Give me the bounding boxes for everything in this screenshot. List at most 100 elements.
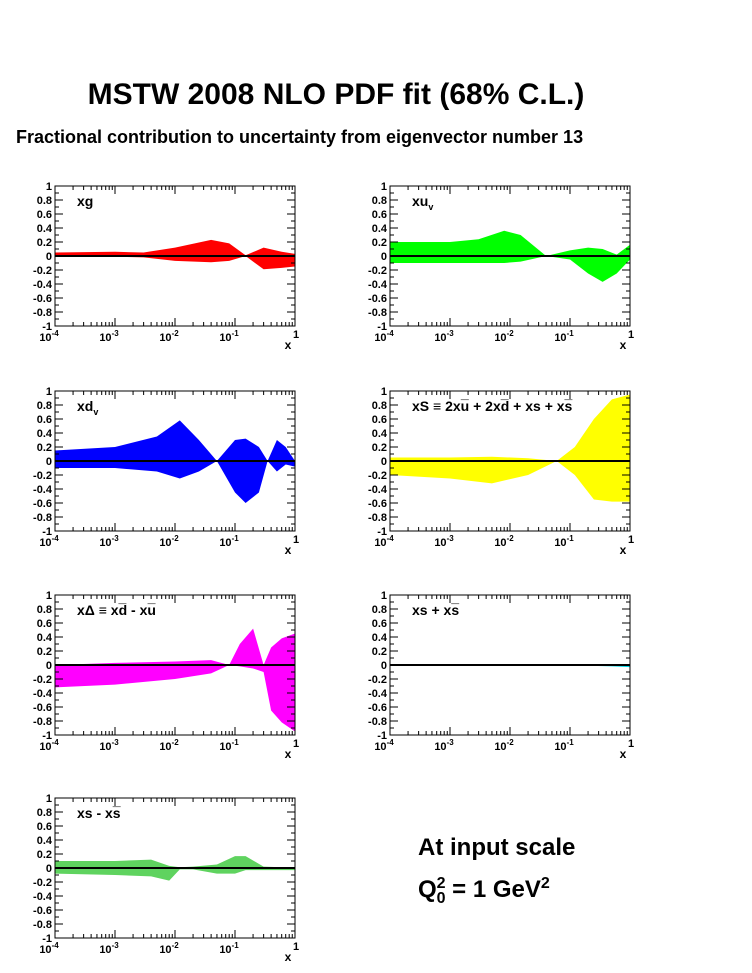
y-tick-label: 0.2 — [37, 442, 52, 454]
note-q: Q — [418, 876, 437, 903]
x-tick-exponent: -2 — [172, 329, 180, 338]
y-tick-label: -1 — [377, 321, 387, 333]
y-tick-label: 1 — [381, 181, 387, 193]
series-label: xS ≡ 2xu̅ + 2xd̅ + xs + xs̅ — [412, 398, 573, 414]
x-axis-label: x — [620, 747, 627, 761]
y-tick-label: -0.4 — [33, 688, 53, 700]
x-tick-label: 10-4 — [374, 329, 394, 344]
x-tick-label: 10-1 — [554, 329, 574, 344]
y-tick-label: -0.2 — [33, 265, 52, 277]
y-tick-label: -0.6 — [368, 498, 387, 510]
y-tick-label: -0.2 — [368, 265, 387, 277]
x-tick-label: 1 — [293, 329, 299, 341]
series-label-sub: v — [428, 202, 433, 212]
y-tick-label: 0 — [46, 251, 52, 263]
chart-panel-xDelta: -1 -0.8 -0.6 -0.4 -0.2 0 0.2 0.4 0.6 0.8 1 10-4 10-3… — [33, 590, 299, 761]
x-tick-exponent: -4 — [52, 738, 60, 747]
y-tick-label: 0.6 — [37, 821, 52, 833]
x-tick-exponent: -3 — [112, 941, 120, 950]
x-tick-exponent: -4 — [387, 534, 395, 543]
x-tick-exponent: -1 — [567, 534, 575, 543]
y-tick-label: -0.6 — [33, 702, 52, 714]
y-tick-label: 0.2 — [372, 442, 387, 454]
x-tick-exponent: -1 — [567, 329, 575, 338]
y-tick-label: -0.8 — [368, 716, 387, 728]
x-tick-label: 10-2 — [159, 329, 179, 344]
y-tick-label: 0 — [46, 660, 52, 672]
x-tick-exponent: -2 — [172, 534, 180, 543]
x-tick-exponent: -4 — [387, 738, 395, 747]
x-tick-label: 10-4 — [374, 534, 394, 549]
x-tick-exponent: -3 — [447, 534, 455, 543]
x-tick-exponent: -3 — [447, 329, 455, 338]
main-title: MSTW 2008 NLO PDF fit (68% C.L.) — [87, 78, 585, 111]
y-tick-label: 0.8 — [37, 400, 52, 412]
x-tick-exponent: -4 — [52, 941, 60, 950]
x-tick-exponent: -4 — [52, 329, 60, 338]
y-tick-label: 0 — [381, 456, 387, 468]
y-tick-label: 0.4 — [37, 835, 53, 847]
y-tick-label: -0.2 — [33, 877, 52, 889]
y-tick-label: 1 — [381, 386, 387, 398]
x-tick-label: 10-4 — [39, 941, 59, 956]
y-tick-label: 1 — [46, 181, 52, 193]
x-tick-label: 10-1 — [219, 534, 239, 549]
series-label: xΔ ≡ xd̅ - xu̅ — [77, 602, 156, 618]
x-tick-label: 10-4 — [39, 329, 59, 344]
y-tick-label: 0.2 — [37, 849, 52, 861]
x-tick-exponent: -2 — [507, 329, 515, 338]
x-tick-label: 10-1 — [219, 738, 239, 753]
y-tick-label: 0.4 — [37, 632, 53, 644]
chart-panel-xs-minus: -1 -0.8 -0.6 -0.4 -0.2 0 0.2 0.4 0.6 0.8 1 10-4 10-3… — [33, 793, 299, 964]
chart-panel-xg: -1 -0.8 -0.6 -0.4 -0.2 0 0.2 0.4 0.6 0.8 1 10-4 10-3… — [33, 181, 299, 352]
y-tick-label: -0.4 — [368, 688, 388, 700]
chart-panel-xuv: -1 -0.8 -0.6 -0.4 -0.2 0 0.2 0.4 0.6 0.8 1 10-4 10-3… — [368, 181, 634, 352]
y-tick-label: 0.4 — [372, 428, 388, 440]
x-tick-exponent: -2 — [507, 738, 515, 747]
x-tick-label: 10-2 — [494, 738, 514, 753]
y-tick-label: 0.2 — [37, 237, 52, 249]
y-tick-label: -0.6 — [33, 905, 52, 917]
y-tick-label: -0.8 — [33, 716, 52, 728]
x-tick-label: 10-3 — [434, 534, 454, 549]
y-tick-label: -0.8 — [33, 307, 52, 319]
y-tick-label: 0.6 — [37, 618, 52, 630]
x-tick-exponent: -1 — [232, 941, 240, 950]
y-tick-label: 0 — [46, 456, 52, 468]
chart-panel-xdv: -1 -0.8 -0.6 -0.4 -0.2 0 0.2 0.4 0.6 0.8 1 10-4 10-3… — [33, 386, 299, 557]
x-axis-label: x — [285, 338, 292, 352]
x-tick-label: 10-3 — [99, 941, 119, 956]
x-tick-label: 10-2 — [494, 329, 514, 344]
y-tick-label: -0.4 — [33, 484, 53, 496]
y-tick-label: 0.6 — [372, 618, 387, 630]
note-sup: 2 — [436, 875, 446, 892]
y-tick-label: 0.6 — [37, 414, 52, 426]
y-tick-label: 0.8 — [37, 195, 52, 207]
x-tick-label: 10-1 — [554, 738, 574, 753]
note-sub: 0 — [436, 889, 446, 907]
series-label: xs - xs̅ — [77, 805, 121, 821]
y-tick-label: -0.6 — [368, 702, 387, 714]
y-tick-label: -0.8 — [33, 919, 52, 931]
y-tick-label: -0.6 — [33, 293, 52, 305]
y-tick-label: -0.2 — [368, 470, 387, 482]
x-axis-label: x — [620, 543, 627, 557]
x-tick-exponent: -2 — [172, 738, 180, 747]
x-tick-label: 10-3 — [99, 738, 119, 753]
y-tick-label: -1 — [42, 526, 52, 538]
uncertainty-band — [55, 239, 295, 270]
x-tick-exponent: -1 — [567, 738, 575, 747]
chart-panel-xs-plus: -1 -0.8 -0.6 -0.4 -0.2 0 0.2 0.4 0.6 0.8 1 10-4 10-3… — [368, 590, 634, 761]
y-tick-label: 0.4 — [372, 632, 388, 644]
x-tick-label: 1 — [293, 941, 299, 953]
y-tick-label: -1 — [42, 321, 52, 333]
x-tick-label: 10-2 — [159, 534, 179, 549]
x-tick-label: 10-3 — [434, 329, 454, 344]
subtitle: Fractional contribution to uncertainty f… — [16, 127, 584, 147]
x-axis-label: x — [285, 950, 292, 964]
x-tick-label: 10-1 — [219, 329, 239, 344]
series-label: xuv — [412, 193, 433, 212]
note-line2: Q02 = 1 GeV2 — [418, 866, 575, 917]
y-tick-label: -0.8 — [33, 512, 52, 524]
x-tick-exponent: -3 — [112, 738, 120, 747]
